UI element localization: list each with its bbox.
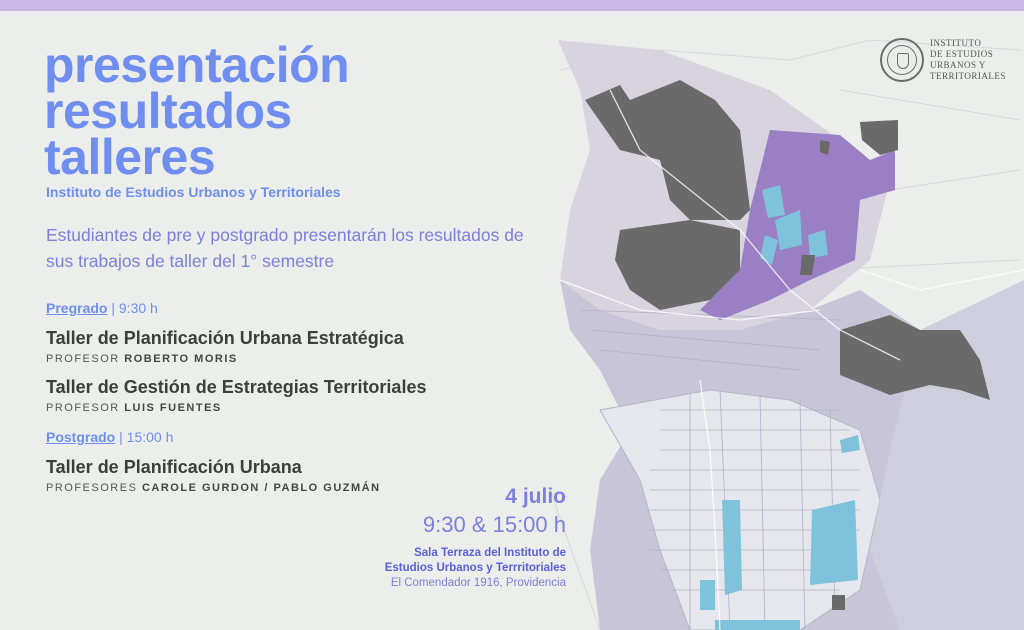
professor-name: Carole Gurdon / Pablo Guzmán: [141, 482, 381, 494]
pregrado-time: 9:30 h: [118, 300, 158, 316]
course-professor: Profesores Carole Gurdon / Pablo Guzmán: [46, 482, 381, 494]
title-line: resultados: [44, 83, 292, 139]
title-line: talleres: [44, 129, 216, 185]
logo-text-line: DE ESTUDIOS: [930, 49, 994, 59]
professor-prefix: Profesores: [46, 482, 138, 494]
venue-line: Sala Terraza del Instituto de: [414, 547, 566, 559]
logo-text-line: URBANOS Y: [930, 60, 986, 70]
event-details: 4 julio 9:30 & 15:00 h Sala Terraza del …: [385, 484, 566, 591]
pregrado-label: Pregrado: [46, 300, 108, 316]
event-venue: Sala Terraza del Instituto de Estudios U…: [385, 546, 566, 576]
intro-text: Estudiantes de pre y postgrado presentar…: [46, 225, 524, 271]
course-professor: Profesor Luis Fuentes: [46, 402, 222, 414]
postgrado-label: Postgrado: [46, 429, 116, 445]
pregrado-heading: Pregrado | 9:30 h: [46, 300, 158, 316]
course-title: Taller de Planificación Urbana Estratégi…: [46, 328, 404, 348]
title-line: presentación: [44, 37, 350, 93]
venue-line: Estudios Urbanos y Terrritoriales: [384, 562, 566, 574]
separator: |: [119, 429, 127, 445]
course-title: Taller de Planificación Urbana: [46, 457, 302, 477]
urban-map-illustration: [549, 39, 1024, 630]
logo-text-line: TERRITORIALES: [930, 71, 1006, 81]
page-title: presentación resultados talleres: [44, 37, 350, 185]
top-accent-bar: [0, 0, 1024, 11]
logo-text-line: INSTITUTO: [930, 38, 982, 48]
postgrado-heading: Postgrado | 15:00 h: [46, 429, 173, 445]
professor-prefix: Profesor: [46, 402, 120, 414]
institute-subtitle: Instituto de Estudios Urbanos y Territor…: [46, 184, 341, 200]
separator: |: [111, 300, 119, 316]
professor-name: Roberto Moris: [124, 353, 238, 365]
event-address: El Comendador 1916, Providencia: [390, 577, 566, 589]
logo-text: INSTITUTO DE ESTUDIOS URBANOS Y TERRITOR…: [930, 38, 1006, 82]
event-time: 9:30 & 15:00 h: [422, 512, 566, 537]
course-professor: Profesor Roberto Moris: [46, 353, 238, 365]
institute-logo: INSTITUTO DE ESTUDIOS URBANOS Y TERRITOR…: [880, 38, 1006, 82]
professor-prefix: Profesor: [46, 353, 120, 365]
postgrado-time: 15:00 h: [126, 429, 174, 445]
course-title: Taller de Gestión de Estrategias Territo…: [46, 377, 427, 397]
event-date: 4 julio: [505, 485, 566, 508]
professor-name: Luis Fuentes: [124, 402, 222, 414]
university-seal-icon: [880, 38, 924, 82]
